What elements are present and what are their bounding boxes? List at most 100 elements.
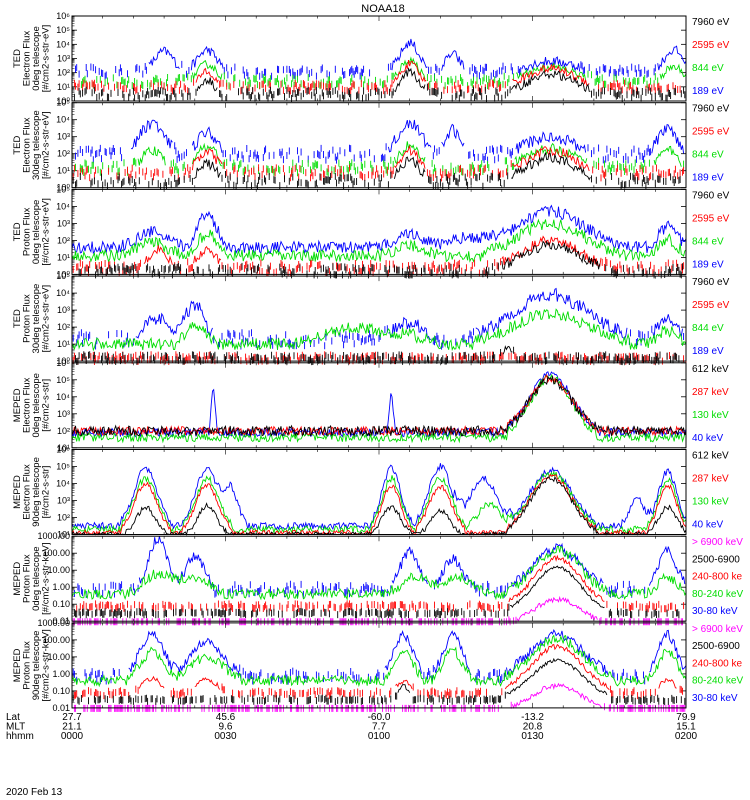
y-tick-label: 0.01 <box>52 703 70 713</box>
x-tick-mlt: 15.1 <box>676 721 696 732</box>
x-tick-lat: 45.6 <box>216 712 236 723</box>
y-tick-label: 10⁶ <box>56 445 70 455</box>
ylabel-line: 0deg telescope <box>31 373 42 437</box>
legend-entry: 2595 eV <box>692 213 730 224</box>
y-tick-label: 0.01 <box>52 616 70 626</box>
legend-entry: 240-800 ke <box>692 658 742 669</box>
series-240-800-ke <box>73 644 683 700</box>
ylabel-line: 0deg telescope <box>31 26 42 90</box>
legend-entry: > 6900 keV <box>692 624 743 635</box>
legend-entry: 612 keV <box>692 364 729 375</box>
x-tick-mlt: 20.8 <box>523 721 543 732</box>
legend-entry: > 6900 keV <box>692 537 743 548</box>
y-tick-label: 10¹ <box>57 339 70 349</box>
legend-entry: 189 eV <box>692 259 724 270</box>
panel-7-ylabel: MEPEDProton Flux0deg telescope[#/cm2-s-s… <box>12 543 52 615</box>
x-tick-hhmm: 0200 <box>675 731 698 742</box>
ylabel-line: MEPED <box>12 648 23 682</box>
y-tick-label: 10² <box>57 68 70 78</box>
x-tick-lat: -60.0 <box>368 712 391 723</box>
footer-row-label: hhmm <box>6 731 34 742</box>
y-tick-label: 10¹ <box>57 166 70 176</box>
ylabel-line: [#/cm2-s-str-keV] <box>41 543 52 615</box>
ylabel-line: MEPED <box>12 475 23 509</box>
ylabel-line: Electron Flux <box>22 31 33 87</box>
ylabel-line: 90deg telescope <box>31 631 42 701</box>
y-tick-label: 1000.00 <box>37 618 70 628</box>
series-189-ev <box>71 204 687 255</box>
legend-entry: 80-240 keV <box>692 676 743 687</box>
legend-entry: 2500-6900 <box>692 641 740 652</box>
ylabel-line: [#/cm2-s-str-eV] <box>41 198 52 266</box>
x-tick-hhmm: 0000 <box>61 731 84 742</box>
legend-entry: 287 keV <box>692 474 729 485</box>
panel-5: MEPEDElectron Flux0deg telescope[#/cm2-s… <box>12 358 729 453</box>
footer-row-label: MLT <box>6 721 25 732</box>
y-tick-label: 10⁵ <box>56 184 70 194</box>
ylabel-line: TED <box>12 49 23 68</box>
legend-entry: 189 eV <box>692 86 724 97</box>
panel-2: TEDElectron Flux30deg telescope[#/cm2-s-… <box>12 98 730 193</box>
y-tick-label: 10¹ <box>57 443 70 453</box>
y-tick-label: 10³ <box>57 54 70 64</box>
panel-4: TEDProton Flux30deg telescope[#/cm2-s-st… <box>12 271 730 366</box>
y-tick-label: 10¹ <box>57 252 70 262</box>
series-189-ev <box>71 38 687 81</box>
panel-1-ylabel: TEDElectron Flux0deg telescope[#/cm2-s-s… <box>12 25 52 93</box>
series-30-80-kev <box>72 629 687 685</box>
y-tick-label: 10⁴ <box>56 201 70 211</box>
ylabel-line: 0deg telescope <box>31 200 42 264</box>
legend-entry: 612 keV <box>692 451 729 462</box>
y-tick-label: 1.00 <box>52 669 70 679</box>
legend-entry: 80-240 keV <box>692 589 743 600</box>
y-tick-label: 10⁶ <box>56 358 70 368</box>
x-tick-lat: 79.9 <box>676 712 696 723</box>
y-tick-label: 10⁵ <box>56 98 70 108</box>
ylabel-line: TED <box>12 309 23 328</box>
legend-entry: 844 eV <box>692 323 724 334</box>
ylabel-line: 30deg telescope <box>31 284 42 354</box>
y-tick-label: 10⁰ <box>56 96 70 106</box>
legend-entry: 7960 eV <box>692 17 730 28</box>
y-tick-label: 10⁵ <box>56 462 70 472</box>
panels-group: TEDElectron Flux0deg telescope[#/cm2-s-s… <box>12 11 743 713</box>
ylabel-line: TED <box>12 222 23 241</box>
legend-entry: 130 keV <box>692 497 729 508</box>
ylabel-line: Proton Flux <box>22 294 33 343</box>
x-tick-mlt: 7.7 <box>372 721 386 732</box>
panel-8: MEPEDProton Flux90deg telescope[#/cm2-s-… <box>12 618 743 713</box>
panel-2-ylabel: TEDElectron Flux30deg telescope[#/cm2-s-… <box>12 110 52 180</box>
y-tick-label: 0.10 <box>52 599 70 609</box>
series-2500-6900 <box>73 565 687 619</box>
legend-entry: 2595 eV <box>692 300 730 311</box>
y-tick-label: 100.00 <box>42 635 70 645</box>
ylabel-line: 0deg telescope <box>31 546 42 610</box>
series-844-ev <box>71 218 687 264</box>
y-tick-label: 10⁵ <box>56 271 70 281</box>
y-tick-label: 10¹ <box>57 82 70 92</box>
y-tick-label: 10² <box>57 322 70 332</box>
y-tick-label: 10⁶ <box>56 11 70 21</box>
panel-3-ylabel: TEDProton Flux0deg telescope[#/cm2-s-str… <box>12 198 52 266</box>
y-tick-label: 10³ <box>57 218 70 228</box>
figure-title: NOAA18 <box>361 3 404 15</box>
y-tick-label: 10⁰ <box>56 356 70 366</box>
x-tick-mlt: 21.1 <box>62 721 82 732</box>
panel-1: TEDElectron Flux0deg telescope[#/cm2-s-s… <box>12 11 730 106</box>
legend-entry: 2595 eV <box>692 40 730 51</box>
y-tick-label: 10² <box>57 426 70 436</box>
y-tick-label: 10¹ <box>57 530 70 540</box>
series-30-80-kev <box>71 536 687 598</box>
ylabel-line: Electron Flux <box>22 377 33 433</box>
ylabel-line: MEPED <box>12 562 23 596</box>
y-tick-label: 10³ <box>57 132 70 142</box>
ylabel-line: Electron Flux <box>22 464 33 520</box>
x-tick-hhmm: 0130 <box>521 731 544 742</box>
x-tick-lat: 27.7 <box>62 712 82 723</box>
legend-entry: 189 eV <box>692 346 724 357</box>
ylabel-line: Proton Flux <box>22 554 33 603</box>
legend-entry: 7960 eV <box>692 190 730 201</box>
series-844-ev <box>71 308 687 352</box>
x-tick-hhmm: 0030 <box>214 731 237 742</box>
panel-6: MEPEDElectron Flux90deg telescope[#/cm2-… <box>12 445 729 540</box>
